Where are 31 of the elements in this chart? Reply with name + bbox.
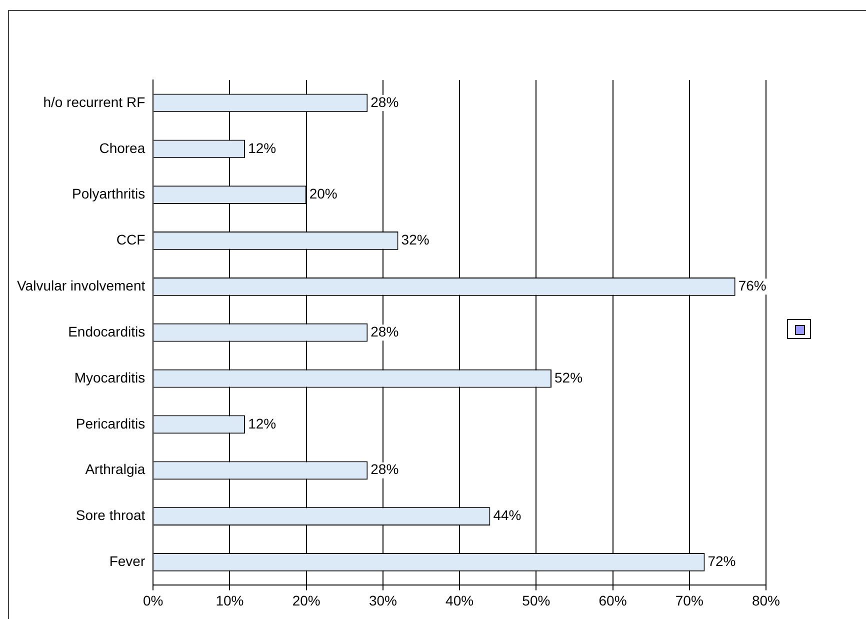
data-label: 28% — [370, 323, 399, 340]
data-label: 12% — [248, 140, 276, 156]
y-tick-label: Pericarditis — [76, 415, 146, 432]
y-tick-label: h/o recurrent RF — [43, 94, 146, 110]
x-tick-label: 50% — [522, 592, 550, 608]
data-label: 72% — [708, 553, 736, 570]
data-label: 32% — [401, 232, 430, 248]
data-label: 76% — [738, 278, 766, 294]
y-tick-label: Fever — [109, 553, 146, 570]
x-tick-label: 80% — [752, 592, 780, 608]
y-tick-label: Myocarditis — [74, 369, 146, 386]
y-tick-label: Arthralgia — [85, 461, 146, 478]
data-label: 52% — [554, 369, 583, 386]
data-label: 28% — [370, 461, 399, 478]
y-tick-label: Endocarditis — [68, 323, 146, 340]
data-label: 20% — [309, 186, 338, 202]
x-tick-label: 70% — [675, 592, 704, 608]
y-tick-label: Chorea — [99, 140, 146, 156]
y-tick-label: Polyarthritis — [72, 186, 146, 202]
y-tick-label: CCF — [116, 232, 146, 248]
data-label: 12% — [248, 415, 276, 432]
x-tick-label: 10% — [216, 592, 244, 608]
x-tick-label: 30% — [368, 592, 397, 608]
data-label: 44% — [493, 507, 522, 524]
data-label: 28% — [370, 94, 399, 110]
x-tick-label: 20% — [292, 592, 320, 608]
y-tick-label: Sore throat — [76, 507, 146, 524]
x-tick-label: 0% — [143, 592, 164, 608]
x-tick-label: 40% — [446, 592, 474, 608]
x-tick-label: 60% — [598, 592, 627, 608]
y-tick-label: Valvular involvement — [16, 278, 146, 294]
